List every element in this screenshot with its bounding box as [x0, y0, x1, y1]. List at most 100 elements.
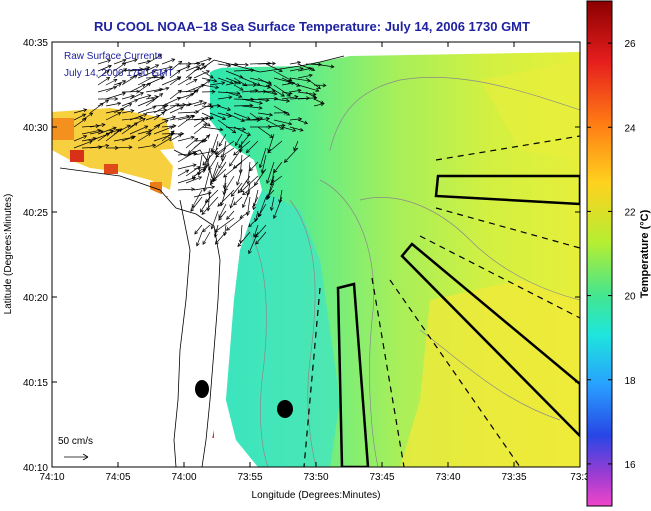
current-vector-head	[215, 153, 220, 158]
current-vector	[185, 89, 199, 100]
current-vector	[203, 168, 211, 192]
current-vector-head	[241, 203, 246, 209]
current-vector	[137, 94, 151, 100]
current-vector	[105, 108, 124, 114]
current-vector-head	[239, 74, 244, 79]
current-vector-head	[207, 103, 212, 108]
current-vector-head	[283, 158, 288, 163]
vector-date: July 14, 2006 1700 GMT	[64, 68, 174, 79]
current-vector-head	[201, 210, 206, 215]
transect-box-east	[434, 174, 580, 206]
current-vector	[289, 89, 301, 93]
current-vector-head	[228, 95, 233, 100]
current-vector-head	[311, 67, 316, 72]
current-vector	[105, 128, 123, 142]
current-vector	[209, 82, 225, 86]
current-vector-head	[248, 223, 253, 228]
current-vector	[249, 98, 269, 101]
current-vector-head	[208, 166, 212, 171]
current-vector	[225, 91, 242, 98]
current-vector-head	[246, 116, 251, 120]
map-area	[52, 42, 580, 467]
current-vector-head	[233, 81, 238, 86]
current-vector	[153, 137, 172, 149]
current-vector	[201, 105, 214, 108]
current-vector	[201, 70, 214, 79]
current-vector	[193, 150, 215, 156]
current-vector	[169, 115, 190, 121]
current-vector	[145, 124, 160, 135]
current-vector	[210, 161, 219, 183]
current-vector-head	[158, 54, 163, 58]
current-vector-head	[246, 180, 251, 185]
current-vector	[238, 133, 251, 148]
current-vector-head	[206, 122, 211, 127]
land-new-jersey	[52, 162, 232, 467]
colorbar-tick-label: 26	[624, 39, 636, 50]
y-tick-label: 40:35	[23, 38, 48, 49]
current-vector	[185, 100, 203, 107]
y-tick-label: 40:30	[23, 123, 48, 134]
current-vector-head	[117, 112, 122, 116]
current-vector	[241, 98, 263, 104]
current-vector-head	[285, 111, 291, 116]
current-vector-head	[203, 165, 208, 170]
current-vector	[97, 77, 110, 86]
current-vector	[145, 96, 158, 100]
current-vector	[113, 59, 127, 65]
current-vector-head	[191, 203, 196, 209]
current-vector	[205, 189, 219, 203]
current-vector-head	[118, 128, 123, 133]
current-vector	[145, 54, 162, 65]
current-vector	[220, 189, 227, 206]
current-vector	[137, 132, 152, 142]
current-vector	[223, 161, 243, 178]
current-vector	[161, 130, 175, 142]
current-vector	[223, 175, 227, 189]
current-vector-head	[130, 109, 135, 114]
current-vector-head	[267, 149, 272, 154]
current-vector-head	[177, 89, 182, 94]
current-vector	[153, 111, 165, 121]
colorbar-tick-label: 16	[624, 460, 636, 471]
current-vector	[267, 133, 275, 152]
current-vector	[121, 136, 136, 142]
current-vector	[193, 186, 215, 191]
current-vector	[279, 189, 283, 203]
current-vector	[137, 60, 151, 65]
current-vector	[221, 140, 227, 162]
current-vector	[161, 125, 176, 128]
current-vector	[261, 154, 267, 174]
current-vector-head	[210, 149, 215, 154]
current-vector-head	[236, 91, 241, 96]
current-vector-head	[126, 124, 131, 129]
current-vector-head	[266, 179, 270, 184]
current-vector	[185, 63, 205, 72]
current-vector-head	[274, 96, 279, 101]
current-vector	[233, 63, 249, 66]
current-vector	[265, 63, 283, 72]
current-vector	[289, 67, 304, 72]
current-vector	[267, 140, 283, 154]
current-vector	[237, 175, 251, 194]
current-vector	[226, 217, 243, 231]
current-vector-head	[303, 120, 309, 125]
current-vector-head	[201, 169, 207, 173]
current-vector	[193, 103, 212, 114]
current-vector	[214, 217, 235, 233]
current-vector-head	[162, 105, 167, 110]
current-vector	[185, 166, 200, 177]
current-vector	[259, 147, 267, 168]
current-vector-head	[239, 86, 244, 91]
current-vector-head	[155, 64, 160, 68]
current-vector	[153, 87, 169, 93]
current-vector-head	[98, 145, 103, 150]
current-vector	[137, 82, 151, 93]
current-vector-head	[227, 63, 232, 68]
current-vector-head	[214, 228, 219, 233]
current-vector-head	[143, 113, 148, 117]
current-vector	[196, 231, 203, 247]
current-vector-head	[202, 65, 207, 70]
current-vector	[185, 84, 205, 93]
current-vector	[193, 135, 210, 149]
